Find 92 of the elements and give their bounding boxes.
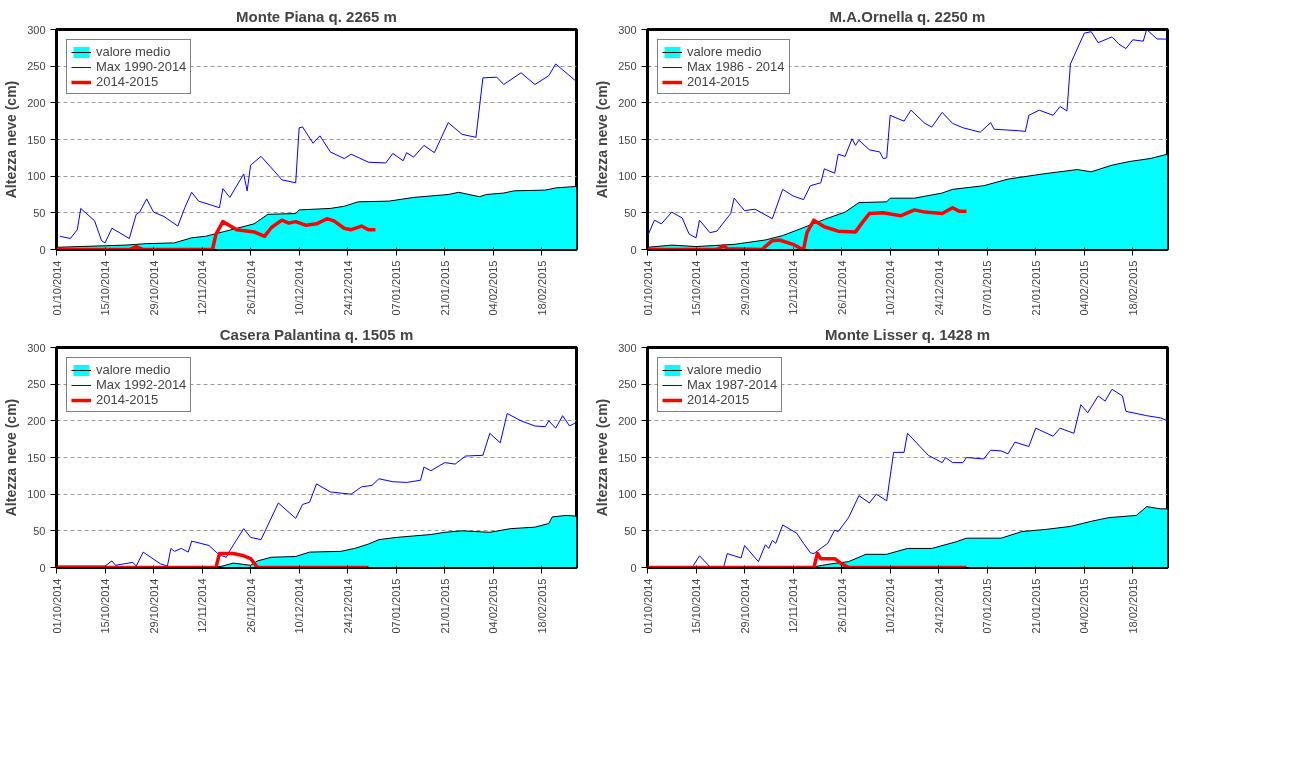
x-tick-label: 21/01/2015 — [438, 578, 451, 634]
x-tick-label: 24/12/2014 — [932, 578, 945, 634]
x-tick-label: 26/11/2014 — [244, 578, 257, 633]
x-tick-label: 15/10/2014 — [690, 260, 703, 316]
y-tick-label: 300 — [618, 341, 637, 354]
y-tick-label: 50 — [624, 206, 637, 219]
x-tick-label: 21/01/2015 — [438, 260, 451, 316]
x-tick-label: 04/02/2015 — [487, 260, 500, 316]
y-tick-label: 50 — [624, 524, 637, 537]
x-tick-label: 12/11/2014 — [787, 260, 800, 315]
x-tick-label: 18/02/2015 — [1126, 260, 1139, 316]
legend-label: valore medio — [687, 44, 762, 59]
y-tick-label: 0 — [39, 561, 46, 574]
x-tick-label: 10/12/2014 — [293, 578, 306, 634]
y-axis-title: Altezza neve (cm) — [594, 80, 611, 199]
chart-title: Casera Palantina q. 1505 m — [219, 325, 414, 343]
x-tick-label: 12/11/2014 — [196, 578, 209, 633]
y-tick-label: 150 — [27, 451, 46, 464]
legend-label: valore medio — [96, 44, 171, 59]
x-tick-label: 04/02/2015 — [1078, 260, 1091, 316]
y-tick-label: 100 — [618, 488, 637, 501]
x-tick-label: 18/02/2015 — [1126, 578, 1139, 634]
y-tick-label: 200 — [618, 96, 637, 109]
y-tick-label: 300 — [27, 341, 46, 354]
legend-label: Max 1986 - 2014 — [687, 59, 785, 74]
legend-label: 2014-2015 — [96, 74, 159, 89]
x-tick-label: 21/01/2015 — [1029, 578, 1042, 634]
x-tick-label: 24/12/2014 — [341, 578, 354, 634]
chart-title: Monte Lisser q. 1428 m — [824, 325, 991, 343]
x-tick-label: 04/02/2015 — [1078, 578, 1091, 634]
chart-title: Monte Piana q. 2265 m — [236, 7, 397, 25]
y-tick-label: 200 — [618, 414, 637, 427]
y-tick-label: 0 — [39, 243, 46, 256]
x-tick-label: 10/12/2014 — [884, 578, 897, 634]
x-tick-label: 18/02/2015 — [535, 578, 548, 634]
y-tick-label: 100 — [27, 488, 46, 501]
y-tick-label: 50 — [33, 206, 46, 219]
y-axis-title: Altezza neve (cm) — [3, 80, 20, 199]
legend-label: Max 1992-2014 — [96, 377, 187, 392]
x-tick-label: 15/10/2014 — [99, 260, 112, 316]
x-tick-label: 24/12/2014 — [341, 260, 354, 316]
legend-label: 2014-2015 — [687, 392, 750, 407]
legend-label: valore medio — [687, 362, 762, 377]
x-tick-label: 15/10/2014 — [99, 578, 112, 634]
y-tick-label: 100 — [27, 170, 46, 183]
x-tick-label: 21/01/2015 — [1029, 260, 1042, 316]
legend-label: 2014-2015 — [687, 74, 750, 89]
y-axis-title: Altezza neve (cm) — [3, 398, 20, 517]
x-tick-label: 26/11/2014 — [835, 260, 848, 315]
x-tick-label: 10/12/2014 — [293, 260, 306, 316]
x-tick-label: 15/10/2014 — [690, 578, 703, 634]
x-tick-label: 01/10/2014 — [641, 260, 654, 316]
y-tick-label: 200 — [27, 96, 46, 109]
x-tick-label: 01/10/2014 — [50, 578, 63, 634]
legend-label: Max 1987-2014 — [687, 377, 778, 392]
x-tick-label: 07/01/2015 — [981, 260, 994, 316]
y-tick-label: 0 — [630, 561, 637, 574]
y-tick-label: 300 — [27, 23, 46, 36]
y-tick-label: 100 — [618, 170, 637, 183]
x-tick-label: 29/10/2014 — [147, 260, 160, 316]
x-tick-label: 12/11/2014 — [787, 578, 800, 633]
y-tick-label: 150 — [618, 133, 637, 146]
x-tick-label: 12/11/2014 — [196, 260, 209, 315]
y-tick-label: 250 — [27, 60, 46, 73]
x-tick-label: 07/01/2015 — [390, 260, 403, 316]
legend-label: Max 1990-2014 — [96, 59, 187, 74]
x-tick-label: 10/12/2014 — [884, 260, 897, 316]
x-tick-label: 26/11/2014 — [835, 578, 848, 633]
x-tick-label: 07/01/2015 — [390, 578, 403, 634]
chart-title: M.A.Ornella q. 2250 m — [829, 7, 986, 25]
x-tick-label: 29/10/2014 — [738, 260, 751, 316]
y-tick-label: 200 — [27, 414, 46, 427]
y-axis-title: Altezza neve (cm) — [594, 398, 611, 517]
y-tick-label: 250 — [618, 60, 637, 73]
legend-label: valore medio — [96, 362, 171, 377]
x-tick-label: 07/01/2015 — [981, 578, 994, 634]
y-tick-label: 0 — [630, 243, 637, 256]
y-tick-label: 150 — [618, 451, 637, 464]
x-tick-label: 29/10/2014 — [147, 578, 160, 634]
y-tick-label: 150 — [27, 133, 46, 146]
x-tick-label: 04/02/2015 — [487, 578, 500, 634]
y-tick-label: 50 — [33, 524, 46, 537]
legend-label: 2014-2015 — [96, 392, 159, 407]
x-tick-label: 24/12/2014 — [932, 260, 945, 316]
y-tick-label: 300 — [618, 23, 637, 36]
x-tick-label: 18/02/2015 — [535, 260, 548, 316]
y-tick-label: 250 — [27, 378, 46, 391]
x-tick-label: 26/11/2014 — [244, 260, 257, 315]
y-tick-label: 250 — [618, 378, 637, 391]
x-tick-label: 01/10/2014 — [641, 578, 654, 634]
x-tick-label: 29/10/2014 — [738, 578, 751, 634]
x-tick-label: 01/10/2014 — [50, 260, 63, 316]
